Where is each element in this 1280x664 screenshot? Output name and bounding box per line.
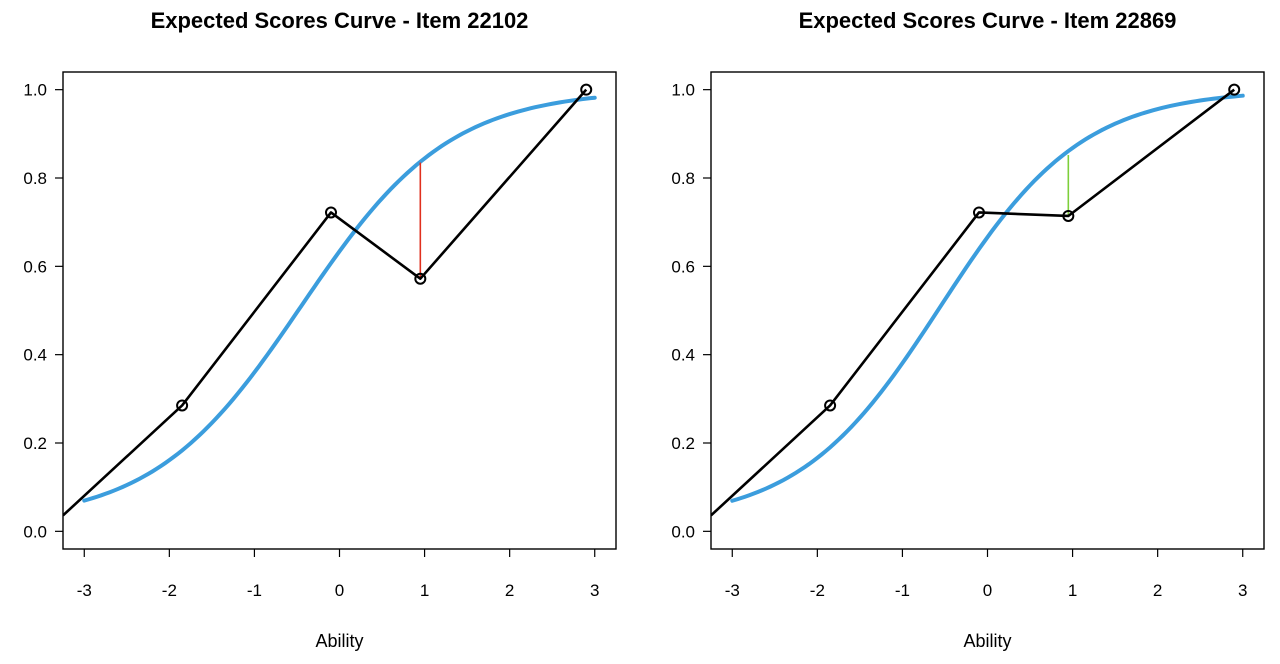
observed-line [711, 88, 1236, 517]
x-tick-label: 3 [1238, 581, 1247, 600]
x-axis-label: Ability [315, 631, 363, 651]
x-tick-label: -2 [162, 581, 177, 600]
observed-point [824, 399, 837, 412]
plot-frame [710, 71, 1265, 550]
x-tick-label: 2 [1153, 581, 1162, 600]
y-tick-label: 0.4 [671, 346, 695, 365]
observed-point [1228, 83, 1241, 96]
x-tick-label: 3 [590, 581, 599, 600]
x-tick-label: 2 [505, 581, 514, 600]
x-tick-label: -1 [247, 581, 262, 600]
y-tick-label: 0.0 [671, 522, 695, 541]
chart-title: Expected Scores Curve - Item 22869 [799, 8, 1177, 33]
observed-point [972, 206, 985, 219]
y-tick-label: 0.4 [23, 346, 47, 365]
x-tick-label: 0 [335, 581, 344, 600]
x-tick-label: -2 [810, 581, 825, 600]
y-tick-label: 0.2 [23, 434, 47, 453]
chart-title: Expected Scores Curve - Item 22102 [151, 8, 529, 33]
observed-line [63, 88, 588, 517]
chart-panel-right: Expected Scores Curve - Item 22869 0.0 0.2… [648, 0, 1280, 664]
observed-point [414, 272, 427, 285]
observed-point [580, 83, 593, 96]
chart-svg-right: Expected Scores Curve - Item 22869 0.0 0.2… [671, 8, 1265, 651]
model-curve-line [730, 93, 1245, 503]
observed-point [176, 399, 189, 412]
y-tick-label: 1.0 [671, 81, 695, 100]
y-tick-label: 0.6 [671, 257, 695, 276]
x-tick-label: -3 [725, 581, 740, 600]
x-tick-label: -3 [77, 581, 92, 600]
observed-point [1062, 209, 1075, 222]
y-tick-label: 0.6 [23, 257, 47, 276]
y-tick-label: 0.2 [671, 434, 695, 453]
chart-panel-left: Expected Scores Curve - Item 22102 0.0 0.2… [23, 8, 617, 651]
x-tick-label: -1 [895, 581, 910, 600]
model-curve-line [82, 95, 597, 503]
observed-point [324, 206, 337, 219]
x-tick-label: 1 [1068, 581, 1077, 600]
x-tick-label: 0 [983, 581, 992, 600]
chart-svg-left: Expected Scores Curve - Item 22102 0.0 0.2… [23, 8, 617, 651]
x-tick-label: 1 [420, 581, 429, 600]
y-tick-label: 0.8 [23, 169, 47, 188]
x-axis-label: Ability [963, 631, 1011, 651]
y-tick-label: 1.0 [23, 81, 47, 100]
y-tick-label: 0.8 [671, 169, 695, 188]
y-tick-label: 0.0 [23, 522, 47, 541]
